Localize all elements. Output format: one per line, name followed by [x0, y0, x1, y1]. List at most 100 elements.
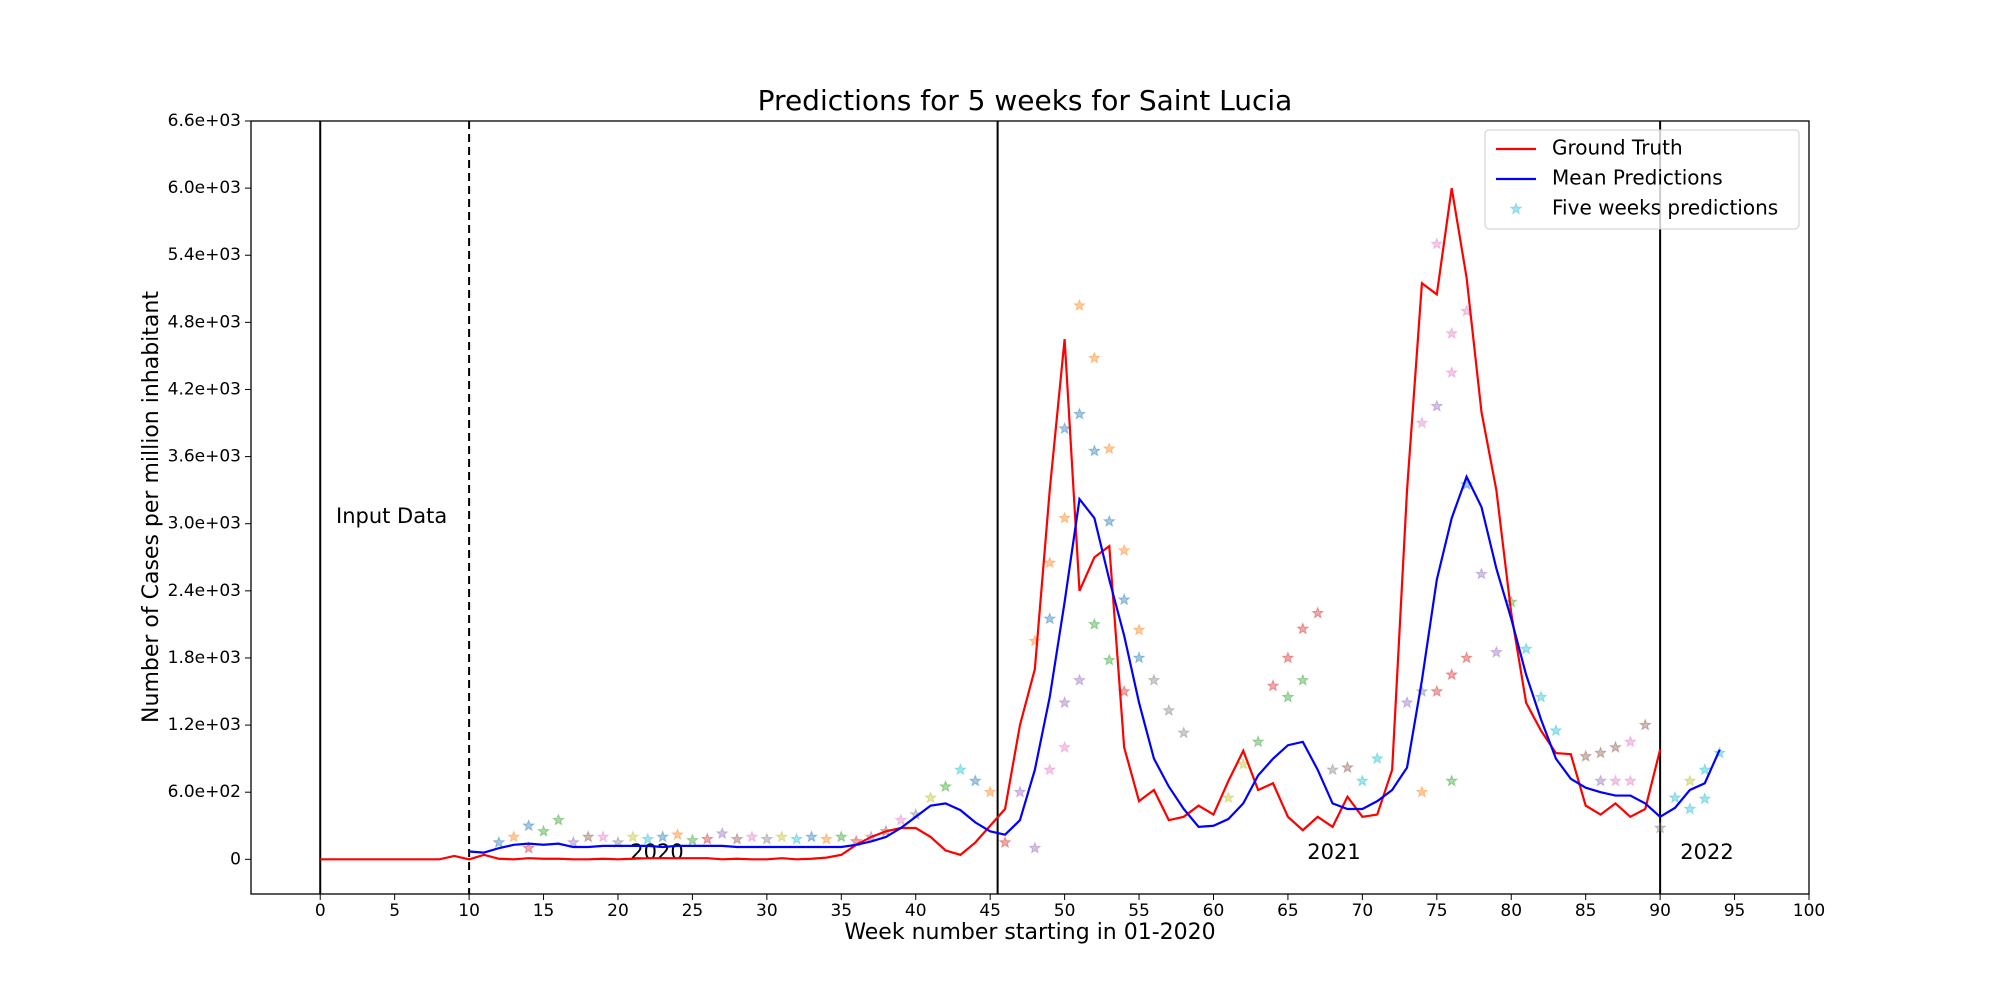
annotation: 2021 — [1307, 840, 1360, 864]
star-marker — [1579, 749, 1593, 763]
star-marker — [1608, 740, 1623, 754]
star-marker — [1638, 718, 1652, 731]
y-axis-label: Number of Cases per million inhabitant — [139, 291, 164, 723]
star-marker — [760, 832, 774, 845]
star-marker — [1519, 642, 1533, 655]
star-marker — [804, 830, 819, 843]
star-marker — [581, 830, 595, 843]
x-tick-label: 60 — [1203, 901, 1225, 921]
star-marker — [1296, 621, 1310, 635]
star-marker — [1162, 703, 1176, 717]
x-tick-label: 75 — [1426, 901, 1448, 921]
star-marker — [775, 830, 789, 843]
star-marker — [1043, 611, 1057, 625]
x-tick-label: 65 — [1277, 901, 1299, 921]
star-marker — [1013, 785, 1027, 798]
star-marker — [894, 813, 908, 826]
star-marker — [507, 830, 521, 843]
y-tick-label: 3.0e+03 — [168, 514, 241, 534]
star-marker — [1713, 746, 1727, 759]
star-marker — [1683, 774, 1697, 787]
star-marker — [1058, 511, 1072, 524]
star-marker — [1102, 514, 1116, 528]
star-marker — [1698, 762, 1712, 776]
star-marker — [522, 841, 536, 854]
star-marker — [1430, 237, 1444, 250]
star-marker — [1698, 791, 1712, 805]
star-marker — [1608, 774, 1623, 787]
star-marker — [656, 830, 670, 843]
series-line — [320, 187, 1662, 861]
star-marker — [924, 790, 938, 804]
star-marker — [1415, 785, 1429, 798]
x-tick-label: 5 — [389, 901, 400, 921]
annotation: 2022 — [1680, 840, 1733, 864]
star-marker — [938, 779, 953, 793]
star-marker — [1445, 774, 1459, 787]
x-tick-label: 80 — [1500, 901, 1522, 921]
star-marker — [1043, 762, 1057, 776]
star-marker — [1355, 774, 1369, 787]
star-marker — [834, 830, 848, 843]
star-marker — [492, 835, 506, 849]
star-marker — [1058, 695, 1072, 709]
x-tick-label: 25 — [682, 901, 704, 921]
star-marker — [1117, 543, 1131, 557]
y-tick-label: 6.0e+03 — [168, 178, 241, 198]
x-tick-label: 30 — [756, 901, 778, 921]
star-marker — [1102, 441, 1116, 455]
star-marker — [1474, 567, 1489, 580]
star-marker — [1653, 821, 1667, 834]
x-tick-label: 20 — [607, 901, 629, 921]
x-tick-label: 100 — [1793, 901, 1825, 921]
star-marker — [1058, 421, 1072, 435]
star-marker — [596, 830, 610, 843]
x-tick-label: 15 — [533, 901, 555, 921]
star-marker — [953, 762, 967, 776]
y-tick-label: 1.8e+03 — [168, 648, 241, 668]
star-marker — [819, 832, 833, 845]
star-marker — [1534, 690, 1548, 703]
y-tick-label: 0 — [230, 849, 241, 869]
x-axis-label: Week number starting in 01-2020 — [844, 920, 1215, 945]
star-marker — [968, 774, 982, 787]
chart-title: Predictions for 5 weeks for Saint Lucia — [758, 84, 1293, 117]
star-marker — [745, 830, 759, 843]
x-tick-label: 50 — [1054, 901, 1076, 921]
star-marker — [1251, 734, 1265, 748]
star-marker — [1266, 679, 1280, 692]
star-marker — [730, 832, 744, 845]
annotation: 2020 — [630, 840, 683, 864]
x-tick-label: 0 — [315, 901, 326, 921]
star-marker — [1147, 673, 1161, 686]
star-marker — [1340, 760, 1355, 774]
y-tick-label: 3.6e+03 — [168, 447, 241, 467]
star-marker — [1683, 802, 1697, 815]
star-marker — [1668, 790, 1682, 804]
star-marker — [536, 824, 551, 837]
plot-area — [320, 187, 1727, 861]
star-marker — [1430, 684, 1444, 698]
annotation: Input Data — [336, 504, 447, 528]
star-marker — [1415, 684, 1429, 698]
star-marker — [626, 830, 640, 843]
star-marker — [1593, 774, 1608, 787]
star-marker — [1325, 762, 1340, 776]
star-marker — [1415, 416, 1429, 429]
star-marker — [1043, 555, 1057, 569]
star-marker — [1549, 723, 1563, 737]
star-marker — [1430, 399, 1444, 412]
y-tick-label: 6.0e+02 — [168, 782, 241, 802]
star-marker — [1117, 592, 1131, 606]
x-tick-label: 45 — [979, 901, 1001, 921]
y-tick-label: 4.8e+03 — [168, 312, 241, 332]
y-tick-label: 6.6e+03 — [168, 111, 241, 131]
y-tick-label: 1.2e+03 — [168, 715, 241, 735]
star-marker — [1028, 841, 1042, 854]
legend-label: Mean Predictions — [1552, 166, 1723, 190]
star-marker — [1072, 298, 1087, 312]
star-marker — [790, 832, 804, 845]
legend-marker — [1509, 202, 1523, 215]
x-tick-label: 85 — [1575, 901, 1597, 921]
star-marker — [685, 833, 700, 846]
